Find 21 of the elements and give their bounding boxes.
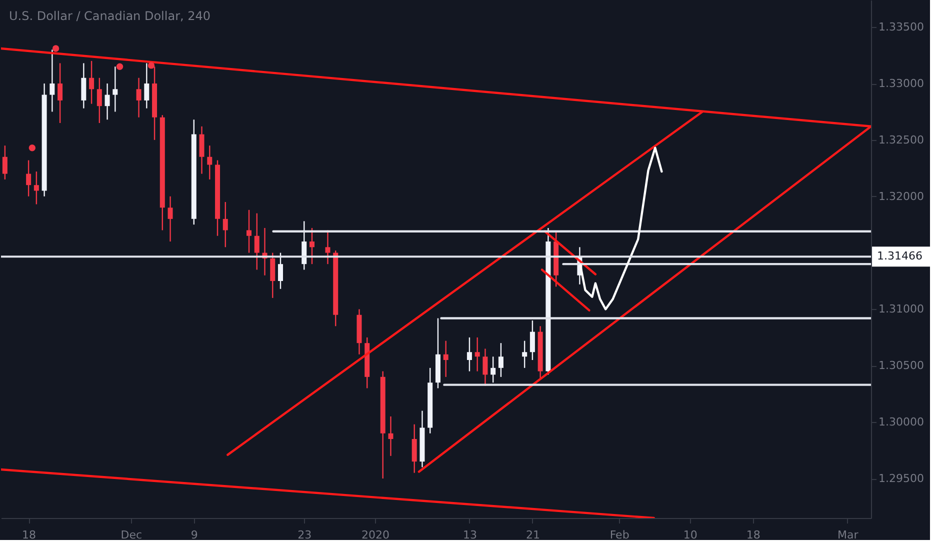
x-tick-label: 10 xyxy=(683,528,698,542)
y-tick-label: 1.32500 xyxy=(878,133,924,146)
text: U.S. Dollar / Canadian Dollar, 240 xyxy=(9,9,211,23)
y-tick-label: 1.31000 xyxy=(878,302,924,316)
x-tick-label: 2020 xyxy=(361,528,390,542)
x-tick-label: Feb xyxy=(610,528,630,542)
x-tick-label: 13 xyxy=(462,528,477,542)
y-tick-label: 1.30500 xyxy=(878,359,924,372)
y-tick-label: 1.29500 xyxy=(878,472,924,485)
ref-line-label: 1.31466 xyxy=(877,250,922,263)
x-tick-label: Dec xyxy=(120,528,142,542)
x-tick-label: 21 xyxy=(526,528,540,542)
y-tick-label: 1.33500 xyxy=(878,20,924,34)
y-tick-label: 1.32000 xyxy=(878,190,924,203)
x-tick-label: 23 xyxy=(298,528,312,542)
y-tick-label: 1.30000 xyxy=(878,416,924,429)
x-tick-label: 18 xyxy=(746,528,760,542)
y-tick-label: 1.33000 xyxy=(878,77,924,90)
x-tick-label: 18 xyxy=(22,528,36,542)
x-tick-label: 9 xyxy=(190,528,198,542)
x-tick-label: Mar xyxy=(837,528,859,542)
